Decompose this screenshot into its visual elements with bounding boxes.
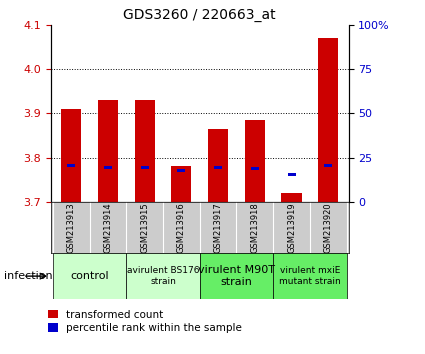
Bar: [135, 100, 155, 202]
Bar: [67, 164, 75, 167]
Text: control: control: [70, 271, 109, 281]
Bar: [245, 120, 265, 202]
Title: GDS3260 / 220663_at: GDS3260 / 220663_at: [123, 8, 276, 22]
Bar: [141, 166, 149, 169]
Bar: [200, 253, 273, 299]
Bar: [281, 193, 302, 202]
Text: GSM213916: GSM213916: [177, 202, 186, 253]
Bar: [104, 166, 112, 169]
Text: infection: infection: [4, 271, 53, 281]
Text: avirulent BS176
strain: avirulent BS176 strain: [127, 267, 199, 286]
Bar: [208, 129, 228, 202]
Text: GSM213919: GSM213919: [287, 202, 296, 253]
Text: GSM213914: GSM213914: [103, 202, 113, 253]
Text: virulent mxiE
mutant strain: virulent mxiE mutant strain: [279, 267, 341, 286]
Bar: [273, 253, 347, 299]
Bar: [214, 166, 222, 169]
Bar: [177, 169, 185, 172]
Bar: [98, 100, 118, 202]
Bar: [288, 173, 296, 176]
Legend: transformed count, percentile rank within the sample: transformed count, percentile rank withi…: [48, 310, 242, 333]
Text: GSM213918: GSM213918: [250, 202, 259, 253]
Text: GSM213917: GSM213917: [214, 202, 223, 253]
Bar: [324, 164, 332, 167]
Bar: [53, 253, 126, 299]
Bar: [251, 167, 259, 170]
Text: GSM213915: GSM213915: [140, 202, 149, 253]
Bar: [61, 109, 81, 202]
Bar: [171, 166, 192, 202]
Text: GSM213920: GSM213920: [324, 202, 333, 253]
Text: GSM213913: GSM213913: [67, 202, 76, 253]
Text: virulent M90T
strain: virulent M90T strain: [198, 265, 275, 287]
Bar: [318, 38, 338, 202]
Bar: [126, 253, 200, 299]
